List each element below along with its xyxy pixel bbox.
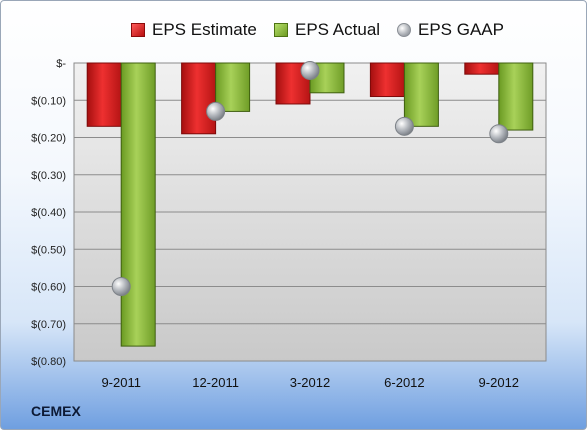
legend-label-eps-estimate: EPS Estimate — [152, 20, 257, 39]
marker-eps-gaap — [489, 124, 509, 144]
marker-eps-gaap — [394, 116, 414, 136]
y-tick-label: $(0.30) — [31, 170, 66, 182]
marker-eps-gaap — [300, 60, 320, 80]
chart-legend: EPS Estimate EPS Actual EPS GAAP — [1, 17, 586, 43]
y-tick-label: $(0.60) — [31, 282, 66, 294]
legend-item-eps-estimate: EPS Estimate — [131, 17, 257, 43]
x-tick-label: 3-2012 — [290, 375, 330, 390]
legend-swatch-eps-gaap — [397, 23, 411, 37]
y-tick-label: $(0.10) — [31, 95, 66, 107]
bar-eps-estimate — [86, 62, 122, 127]
y-tick-label: $- — [56, 58, 66, 70]
legend-swatch-eps-actual — [274, 23, 288, 37]
bar-eps-estimate — [181, 62, 217, 135]
y-tick-label: $(0.80) — [31, 356, 66, 368]
company-label: CEMEX — [31, 403, 81, 419]
legend-item-eps-actual: EPS Actual — [274, 17, 380, 43]
bar-eps-estimate — [369, 62, 405, 98]
bar-eps-estimate — [464, 62, 500, 75]
y-tick-label: $(0.50) — [31, 244, 66, 256]
x-axis-ticks: 9-2011 12-2011 3-2012 6-2012 9-2012 — [101, 375, 519, 390]
x-tick-label: 9-2012 — [479, 375, 519, 390]
bar-eps-actual — [120, 62, 156, 347]
x-tick-label: 6-2012 — [384, 375, 424, 390]
marker-eps-gaap — [206, 101, 226, 121]
bar-eps-actual — [498, 62, 534, 131]
y-tick-label: $(0.40) — [31, 207, 66, 219]
bar-eps-actual — [403, 62, 439, 127]
legend-swatch-eps-estimate — [131, 23, 145, 37]
legend-label-eps-gaap: EPS GAAP — [418, 20, 504, 39]
x-tick-label: 9-2011 — [101, 375, 141, 390]
marker-eps-gaap — [111, 277, 131, 296]
bar-eps-actual — [215, 62, 251, 112]
y-tick-label: $(0.70) — [31, 319, 66, 331]
legend-item-eps-gaap: EPS GAAP — [397, 17, 504, 43]
legend-label-eps-actual: EPS Actual — [295, 20, 381, 39]
x-tick-label: 12-2011 — [192, 375, 239, 390]
y-axis-ticks: $- $(0.10) $(0.20) $(0.30) $(0.40) $(0.50) $(0… — [31, 58, 66, 368]
y-tick-label: $(0.20) — [31, 133, 66, 145]
gaap-markers — [111, 60, 509, 296]
